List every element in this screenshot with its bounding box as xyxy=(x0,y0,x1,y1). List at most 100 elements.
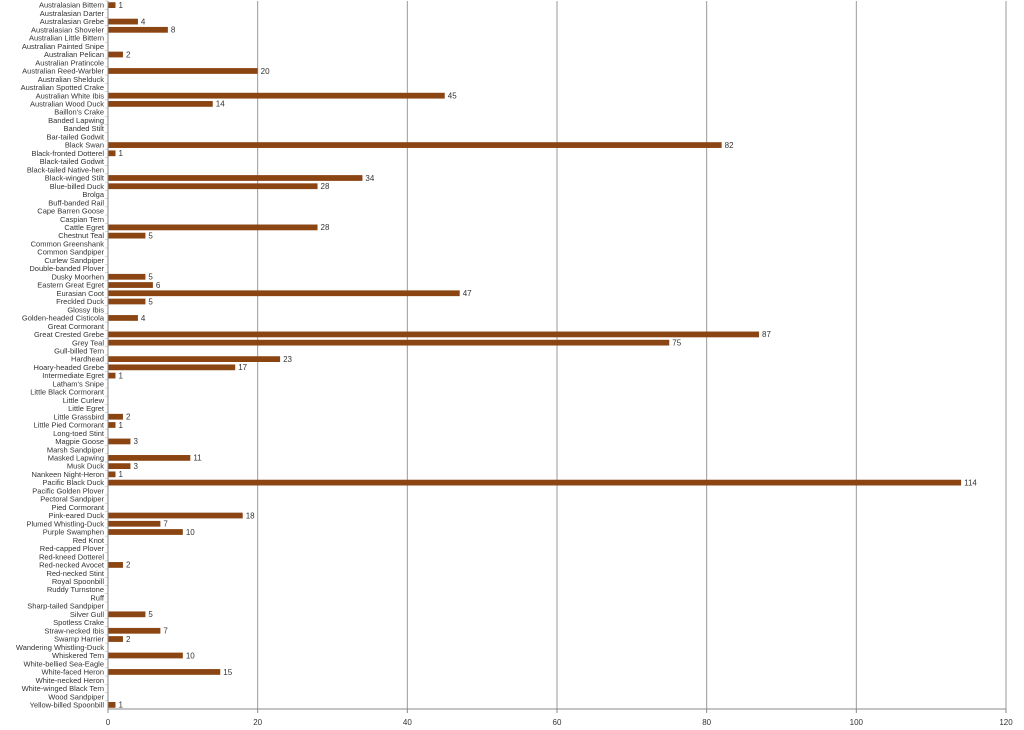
bar xyxy=(108,463,131,470)
value-label: 8 xyxy=(171,26,176,35)
x-tick-label: 80 xyxy=(702,718,711,727)
value-label: 82 xyxy=(725,141,734,150)
category-label: Intermediate Egret xyxy=(42,371,105,380)
bar xyxy=(108,356,281,362)
bar xyxy=(108,422,116,428)
category-label: Red-necked Avocet xyxy=(39,561,105,570)
category-label: Wandering Whistling-Duck xyxy=(16,643,104,652)
category-label: Buff-banded Rail xyxy=(48,198,104,207)
category-label: Cape Barren Goose xyxy=(37,207,104,216)
category-label: Little Black Cormorant xyxy=(30,388,105,397)
value-label: 1 xyxy=(118,421,123,430)
category-label: Silver Gull xyxy=(70,610,105,619)
value-label: 7 xyxy=(163,627,168,636)
category-label: Chestnut Teal xyxy=(58,231,104,240)
bar xyxy=(108,636,123,642)
category-label: Banded Stilt xyxy=(64,124,105,133)
category-label: White-winged Black Tern xyxy=(22,684,104,693)
category-label: Common Greenshank xyxy=(31,239,105,248)
bar xyxy=(108,26,168,33)
value-label: 1 xyxy=(118,1,123,10)
value-label: 17 xyxy=(238,363,247,372)
category-label: Australasian Darter xyxy=(40,9,105,18)
category-label: Latham's Snipe xyxy=(53,379,104,388)
value-label: 1 xyxy=(118,149,123,158)
tick-labels: 0 20 40 60 80 100 120 xyxy=(106,718,1013,727)
category-label: Golden-headed Cisticola xyxy=(22,314,105,323)
x-tick-label: 20 xyxy=(253,718,262,727)
bar xyxy=(108,2,116,8)
category-label: White-necked Heron xyxy=(36,676,104,685)
category-label: Freckled Duck xyxy=(56,297,104,306)
category-label: Little Grassbird xyxy=(54,412,104,421)
bar xyxy=(108,142,722,148)
category-label: Eastern Great Egret xyxy=(37,281,105,290)
x-tick-label: 100 xyxy=(850,718,864,727)
bar xyxy=(108,479,962,486)
bar xyxy=(108,298,146,305)
value-label: 5 xyxy=(148,297,153,306)
category-label: Cattle Egret xyxy=(64,223,105,232)
category-label: Black-tailed Godwit xyxy=(40,157,105,166)
category-label: White-faced Heron xyxy=(41,668,104,677)
value-label: 4 xyxy=(141,314,146,323)
category-label: Magpie Goose xyxy=(55,437,104,446)
value-label: 7 xyxy=(163,520,168,529)
value-label: 75 xyxy=(672,338,681,347)
gridlines xyxy=(257,1,1007,709)
bar xyxy=(108,224,318,231)
bar xyxy=(108,413,123,420)
category-label: Great Crested Grebe xyxy=(34,330,104,339)
x-tick-label: 40 xyxy=(403,718,412,727)
bar xyxy=(108,232,146,239)
value-label: 1 xyxy=(118,470,123,479)
category-label: Double-banded Plover xyxy=(29,264,104,273)
category-label: Little Curlew xyxy=(63,396,105,405)
category-label: Yellow-billed Spoonbill xyxy=(30,700,105,709)
category-label: Banded Lapwing xyxy=(48,116,104,125)
bar xyxy=(108,669,221,675)
category-label: Nankeen Night-Heron xyxy=(31,470,104,479)
category-label: Bar-tailed Godwit xyxy=(46,132,104,141)
bar xyxy=(108,68,258,74)
category-label: Australian White Ibis xyxy=(36,91,105,100)
category-label: Pink-eared Duck xyxy=(49,511,105,520)
category-label: Australian Spotted Crake xyxy=(21,83,104,92)
category-label: Swamp Harrier xyxy=(54,635,105,644)
category-label: Pacific Black Duck xyxy=(42,478,104,487)
value-label: 2 xyxy=(126,413,131,422)
category-label: Black-tailed Native-hen xyxy=(27,165,104,174)
category-label: Little Egret xyxy=(68,404,105,413)
category-label: Caspian Tern xyxy=(60,215,104,224)
category-label: Black-winged Stilt xyxy=(45,174,105,183)
value-label: 114 xyxy=(964,478,977,487)
value-label: 3 xyxy=(133,437,138,446)
value-labels: 1482204514821342828556475487752317121311… xyxy=(118,1,977,710)
category-label: Gull-billed Tern xyxy=(54,346,104,355)
category-label: Long-toed Stint xyxy=(53,429,105,438)
bar xyxy=(108,183,318,190)
bar xyxy=(108,471,116,478)
category-label: Pectoral Sandpiper xyxy=(40,495,104,504)
bar xyxy=(108,175,363,181)
value-label: 28 xyxy=(321,182,330,191)
category-label: Red-capped Plover xyxy=(40,544,105,553)
value-label: 87 xyxy=(762,330,771,339)
category-label: Masked Lapwing xyxy=(48,454,104,463)
category-label: Australian Wood Duck xyxy=(30,100,104,109)
category-label: Straw-necked Ibis xyxy=(44,626,104,635)
bar xyxy=(108,282,153,288)
category-label: Brolga xyxy=(82,190,105,199)
x-tick-label: 0 xyxy=(106,718,111,727)
bar xyxy=(108,51,123,58)
category-label: Spotless Crake xyxy=(53,618,104,627)
bar xyxy=(108,331,760,338)
bar xyxy=(108,273,146,280)
category-label: Black Swan xyxy=(65,141,104,150)
bar xyxy=(108,339,670,346)
category-label: Curlew Sandpiper xyxy=(44,256,104,265)
bar xyxy=(108,652,183,659)
category-label: Whiskered Tern xyxy=(52,651,104,660)
bar xyxy=(108,562,123,568)
